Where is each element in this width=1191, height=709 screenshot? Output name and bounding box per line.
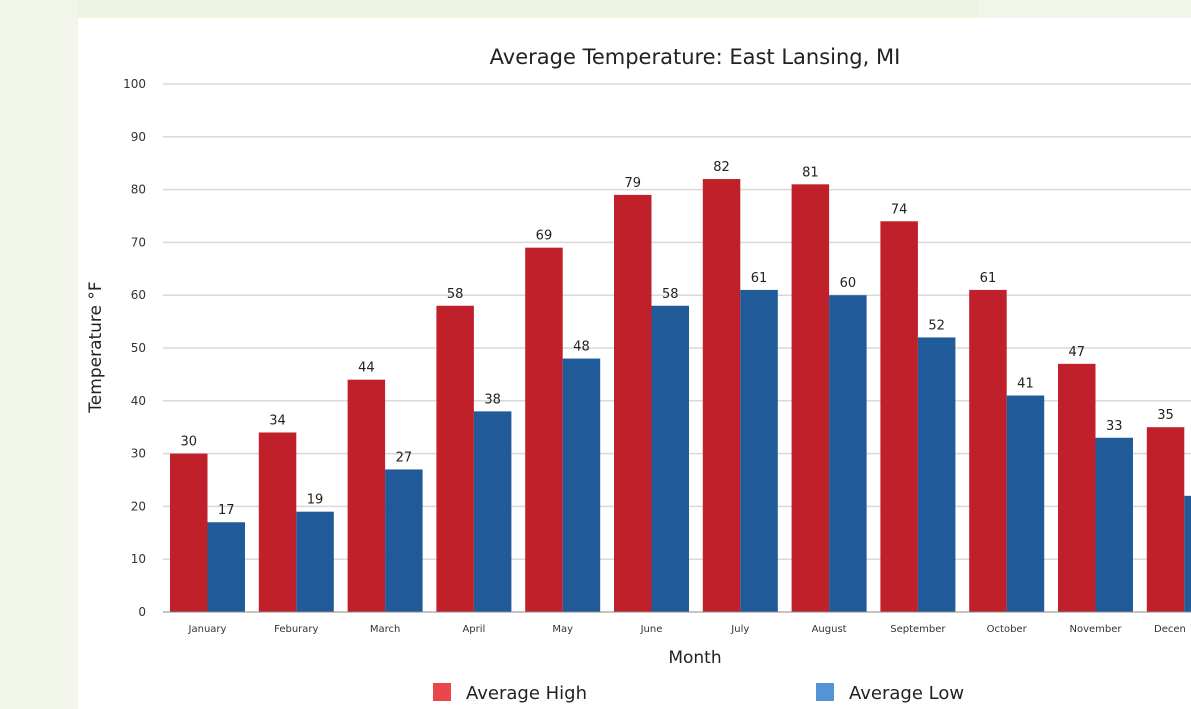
- x-tick-label: June: [640, 624, 663, 635]
- data-label: 61: [980, 271, 997, 286]
- x-tick-label: May: [552, 624, 573, 635]
- data-label: 27: [396, 450, 413, 465]
- x-axis-label: Month: [668, 648, 721, 668]
- data-label: 38: [484, 392, 501, 407]
- legend-item-average-high[interactable]: Average High: [433, 683, 587, 704]
- data-label: 30: [180, 435, 197, 450]
- data-labels: 30 34 44 58 69 79 82 81 74 61 47 35 17 19 27 38 48 58 61 60…: [180, 160, 1173, 518]
- bar[interactable]: [651, 305, 690, 612]
- data-label: 41: [1017, 377, 1034, 392]
- bar[interactable]: [1184, 495, 1191, 612]
- y-tick-label: 0: [138, 605, 146, 619]
- data-label: 19: [307, 493, 324, 508]
- bar[interactable]: [207, 522, 246, 612]
- bar[interactable]: [1058, 363, 1096, 612]
- y-axis-label: Temperature °F: [86, 281, 106, 413]
- y-tick-label: 30: [131, 447, 146, 461]
- data-label: 33: [1106, 419, 1123, 434]
- x-tick-label: July: [730, 624, 749, 635]
- legend-swatch-average-low: [816, 683, 834, 701]
- legend[interactable]: Average High Average Low: [433, 683, 964, 704]
- bar[interactable]: [969, 289, 1007, 612]
- chart-title: Average Temperature: East Lansing, MI: [490, 45, 901, 69]
- legend-item-average-low[interactable]: Average Low: [816, 683, 964, 704]
- bar[interactable]: [1146, 427, 1185, 612]
- bar[interactable]: [525, 247, 563, 612]
- data-label: 74: [891, 202, 908, 217]
- x-tick-label: January: [188, 624, 227, 635]
- y-tick-label: 10: [131, 552, 146, 566]
- data-label: 17: [218, 503, 235, 518]
- x-tick-label: April: [462, 624, 485, 635]
- bar[interactable]: [829, 295, 867, 612]
- data-label: 52: [928, 318, 945, 333]
- x-tick-label: Feburary: [274, 624, 318, 635]
- data-label: 60: [840, 276, 857, 291]
- bar[interactable]: [917, 337, 956, 612]
- data-label: 79: [624, 176, 641, 191]
- y-tick-label: 20: [131, 499, 146, 513]
- bar[interactable]: [1006, 395, 1045, 612]
- data-label: 69: [536, 229, 553, 244]
- x-tick-label: September: [890, 624, 946, 635]
- x-tick-label: August: [812, 624, 847, 635]
- y-tick-label: 60: [131, 288, 146, 302]
- bar[interactable]: [614, 194, 652, 612]
- bar[interactable]: [258, 432, 297, 612]
- y-tick-label: 70: [131, 235, 146, 249]
- bar[interactable]: [702, 179, 741, 613]
- legend-label-average-low: Average Low: [849, 683, 964, 704]
- bar[interactable]: [473, 411, 512, 612]
- bar[interactable]: [1095, 437, 1134, 612]
- x-tick-label: October: [987, 624, 1028, 635]
- y-tick-label: 50: [131, 341, 146, 355]
- bar[interactable]: [385, 469, 423, 612]
- y-tick-label: 100: [123, 77, 146, 91]
- bar[interactable]: [296, 511, 334, 612]
- y-tick-label: 80: [131, 183, 146, 197]
- data-label: 34: [269, 413, 286, 428]
- data-label: 81: [802, 165, 819, 180]
- bar[interactable]: [740, 289, 778, 612]
- bar[interactable]: [880, 221, 918, 612]
- bar[interactable]: [791, 184, 830, 612]
- y-tick-label: 40: [131, 394, 146, 408]
- bar[interactable]: [562, 358, 601, 612]
- x-tick-label: Decen: [1154, 624, 1186, 635]
- data-label: 47: [1068, 345, 1085, 360]
- background-band: [78, 0, 978, 18]
- data-label: 58: [662, 287, 679, 302]
- y-axis-ticks: 0 10 20 30 40 50 60 70 80 90 100: [123, 77, 146, 619]
- x-tick-label: March: [370, 624, 400, 635]
- bar[interactable]: [347, 379, 386, 612]
- data-label: 48: [573, 340, 590, 355]
- bar[interactable]: [436, 305, 474, 612]
- x-tick-label: November: [1069, 624, 1122, 635]
- x-axis-ticks: January Feburary March April May June July Augu…: [188, 624, 1186, 635]
- data-label: 58: [447, 287, 464, 302]
- data-label: 44: [358, 361, 375, 376]
- legend-swatch-average-high: [433, 683, 451, 701]
- data-label: 35: [1157, 408, 1174, 423]
- data-label: 82: [713, 160, 730, 175]
- legend-label-average-high: Average High: [466, 683, 587, 704]
- data-label: 61: [751, 271, 768, 286]
- bars: [170, 179, 1191, 613]
- y-tick-label: 90: [131, 130, 146, 144]
- bar[interactable]: [170, 453, 208, 612]
